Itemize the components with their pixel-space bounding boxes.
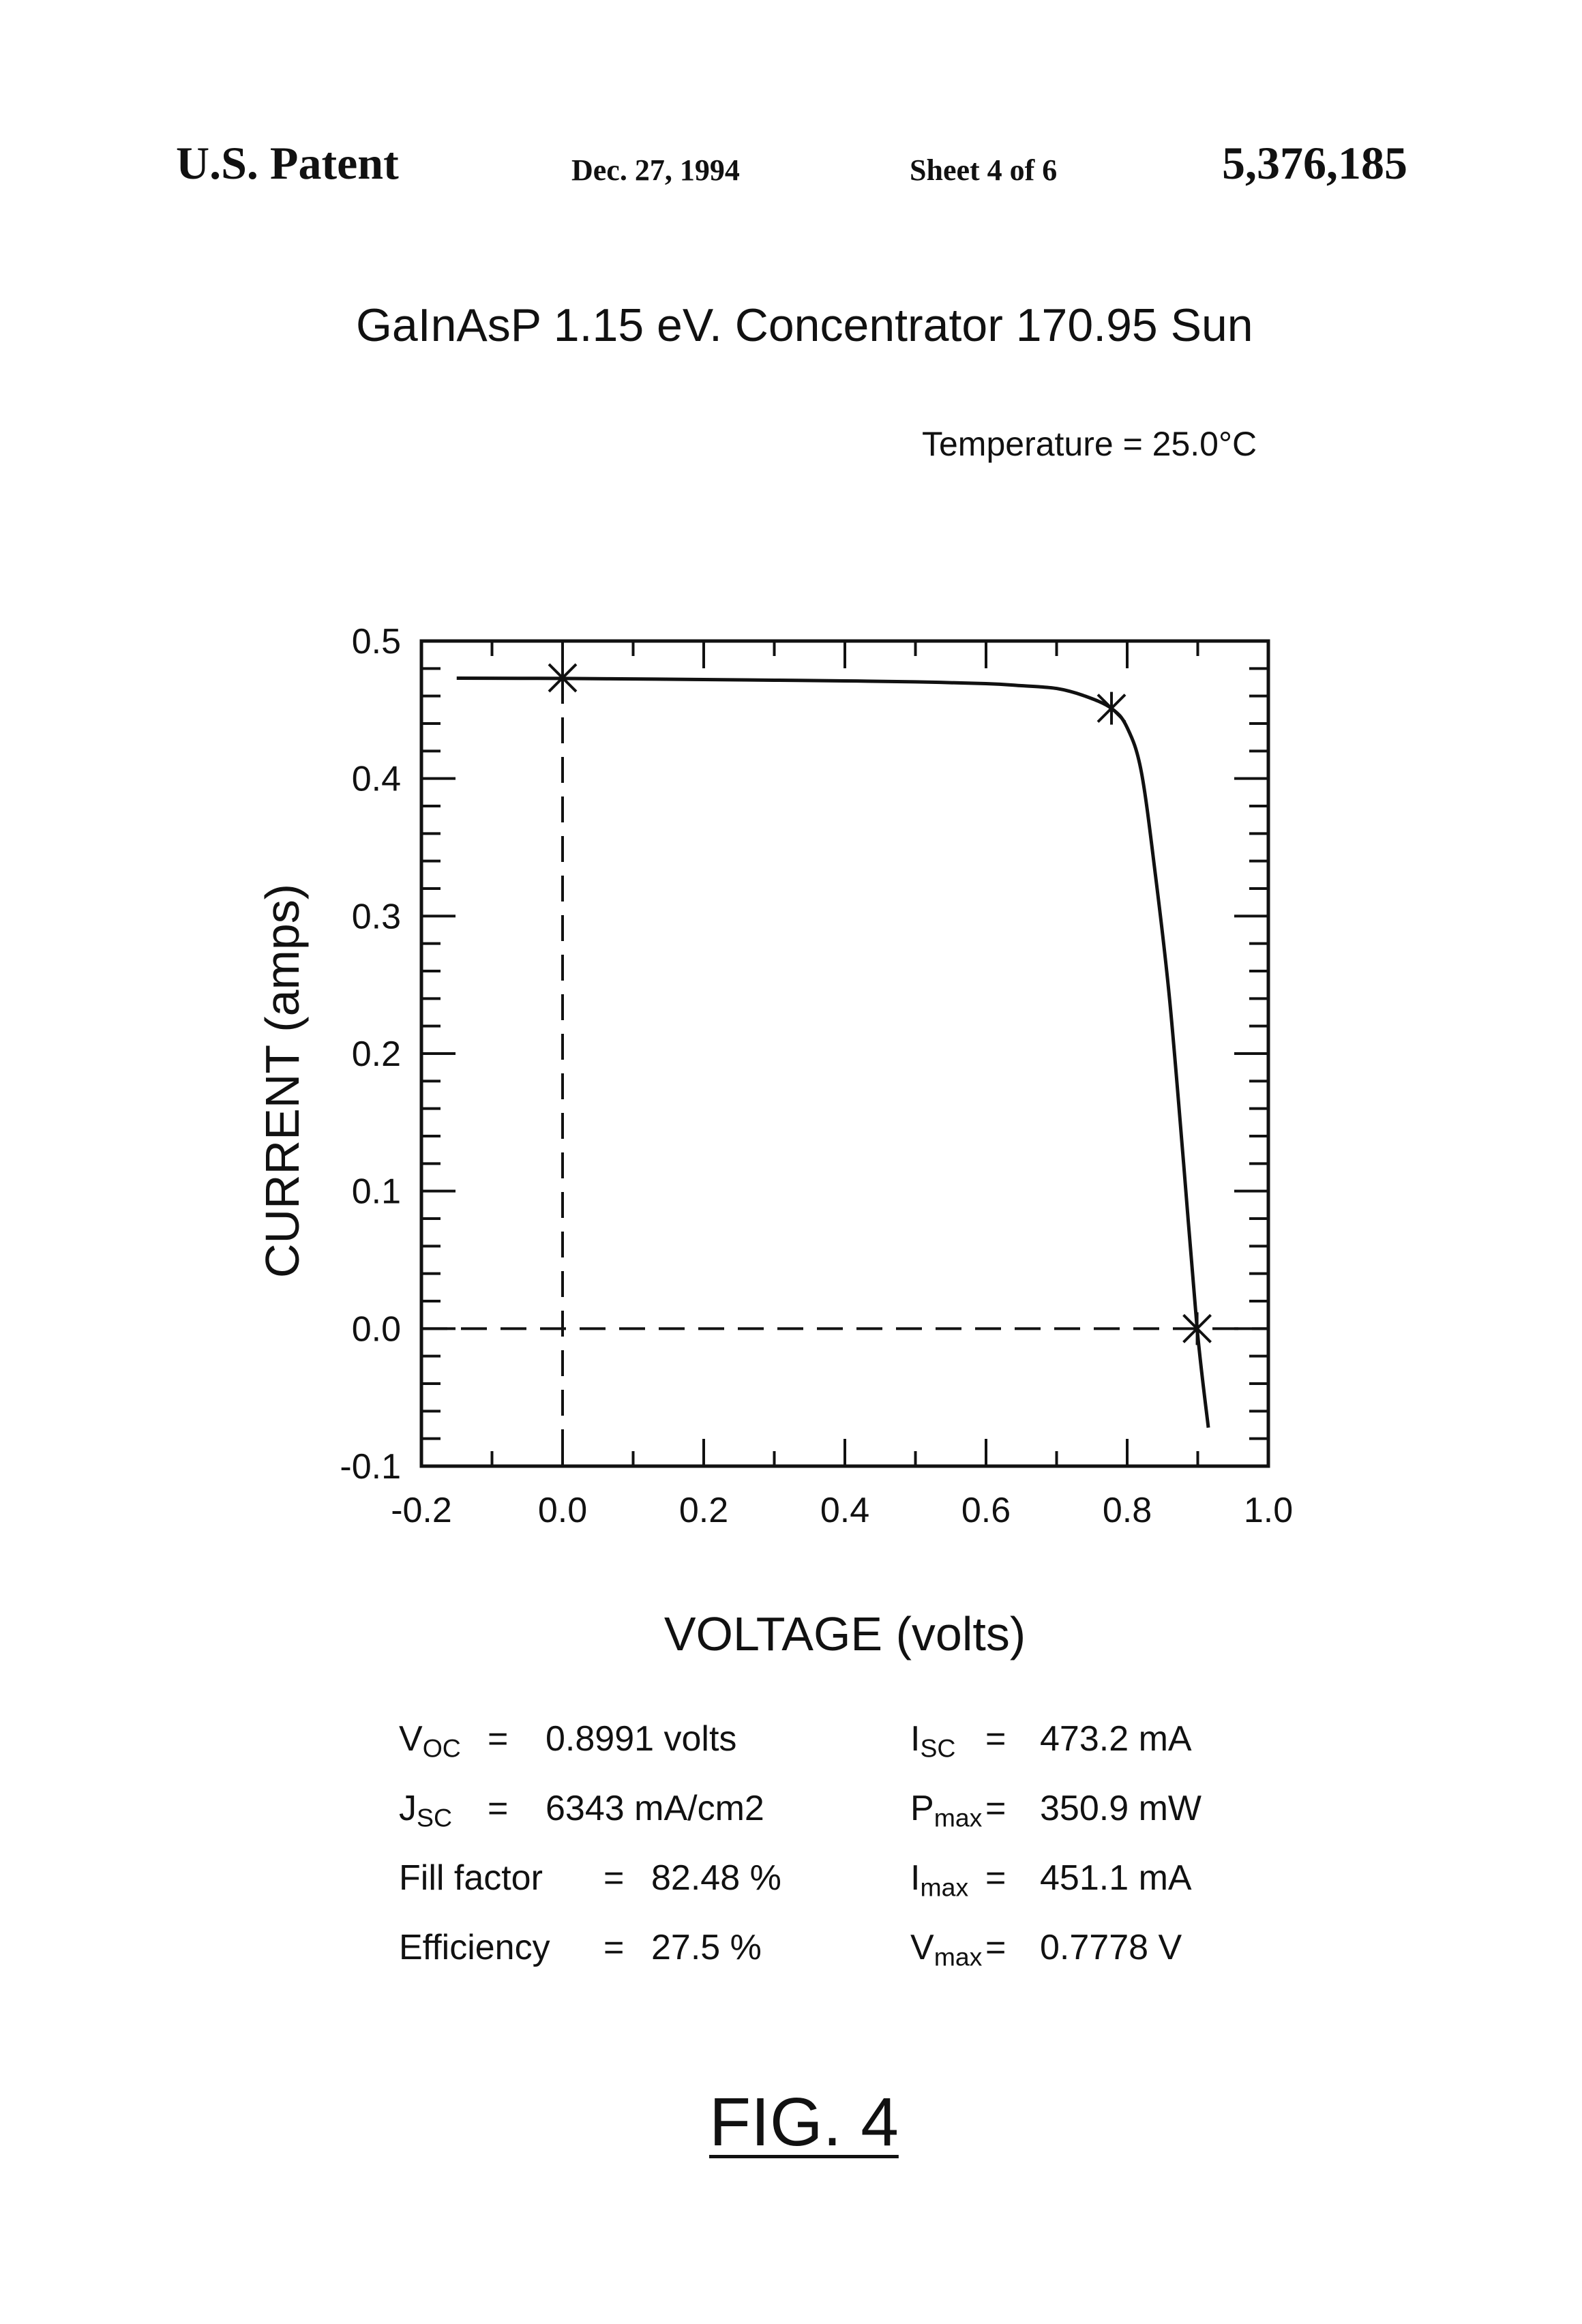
- parameter-value: 82.48 %: [651, 1858, 781, 1898]
- parameter-equals: =: [985, 1927, 1006, 1968]
- y-tick-label: 0.2: [352, 1034, 401, 1074]
- x-tick-label: 0.6: [961, 1491, 1011, 1530]
- y-tick-label: 0.3: [352, 897, 401, 936]
- parameter-symbol: VOC: [399, 1718, 461, 1763]
- parameter-equals: =: [488, 1788, 508, 1829]
- parameter-value: 451.1 mA: [1040, 1858, 1192, 1898]
- y-axis-label: CURRENT (amps): [256, 884, 309, 1278]
- parameter-equals: =: [488, 1718, 508, 1759]
- parameter-value: 0.7778 V: [1040, 1927, 1182, 1968]
- y-tick-label: 0.5: [352, 622, 401, 661]
- parameter-value: 473.2 mA: [1040, 1718, 1192, 1759]
- parameter-equals: =: [985, 1858, 1006, 1898]
- parameter-value: 6343 mA/cm2: [546, 1788, 764, 1829]
- y-tick-label: 0.0: [352, 1309, 401, 1349]
- y-tick-label: 0.1: [352, 1172, 401, 1212]
- iv-curve-line: [457, 678, 1208, 1427]
- parameter-value: 0.8991 volts: [546, 1718, 736, 1759]
- y-tick-label: 0.4: [352, 760, 401, 799]
- parameter-symbol: Fill factor: [399, 1858, 543, 1898]
- parameter-equals: =: [603, 1858, 624, 1898]
- x-tick-label: 0.8: [1103, 1491, 1152, 1530]
- parameter-symbol: JSC: [399, 1788, 452, 1832]
- parameter-symbol: ISC: [910, 1718, 955, 1763]
- parameter-symbol: Imax: [910, 1858, 968, 1902]
- parameter-value: 27.5 %: [651, 1927, 762, 1968]
- data-marker: [1098, 692, 1125, 725]
- x-tick-label: -0.2: [391, 1491, 452, 1530]
- x-tick-label: 1.0: [1244, 1491, 1293, 1530]
- parameter-symbol: Pmax: [910, 1788, 982, 1832]
- parameter-equals: =: [985, 1718, 1006, 1759]
- figure-label: FIG. 4: [709, 2083, 899, 2162]
- parameter-symbol: Vmax: [910, 1927, 982, 1971]
- x-tick-label: 0.4: [820, 1491, 869, 1530]
- parameter-value: 350.9 mW: [1040, 1788, 1202, 1829]
- parameter-symbol: Efficiency: [399, 1927, 550, 1968]
- y-tick-label: -0.1: [340, 1447, 401, 1487]
- parameter-equals: =: [985, 1788, 1006, 1829]
- parameter-equals: =: [603, 1927, 624, 1968]
- x-tick-label: 0.0: [538, 1491, 587, 1530]
- x-tick-label: 0.2: [679, 1491, 728, 1530]
- x-axis-label: VOLTAGE (volts): [664, 1607, 1026, 1660]
